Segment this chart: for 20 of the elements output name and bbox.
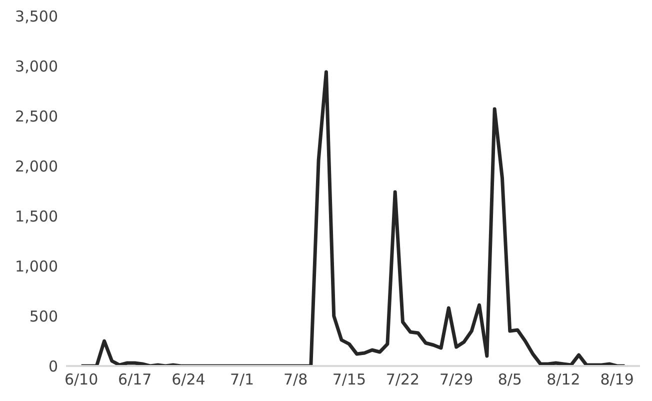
x-tick-label: 7/1 xyxy=(230,370,254,389)
x-tick-label: 8/12 xyxy=(546,370,580,389)
x-tick-label: 6/10 xyxy=(64,370,98,389)
y-tick-label: 1,500 xyxy=(15,207,58,226)
y-tick-label: 2,500 xyxy=(15,107,58,126)
y-tick-label: 1,000 xyxy=(15,257,58,276)
x-tick-label: 8/19 xyxy=(600,370,634,389)
x-tick-label: 7/15 xyxy=(332,370,366,389)
y-tick-label: 2,000 xyxy=(15,157,58,176)
x-tick-label: 6/24 xyxy=(172,370,206,389)
y-tick-label: 500 xyxy=(29,307,58,326)
x-tick-label: 7/22 xyxy=(386,370,420,389)
x-tick-label: 8/5 xyxy=(498,370,522,389)
x-tick-label: 6/17 xyxy=(118,370,152,389)
line-series xyxy=(80,70,626,366)
x-tick-label: 7/29 xyxy=(439,370,474,389)
y-tick-label: 0 xyxy=(48,357,58,376)
y-tick-label: 3,500 xyxy=(15,7,58,26)
x-tick-label: 7/8 xyxy=(284,370,308,389)
y-tick-label: 3,000 xyxy=(15,57,58,76)
